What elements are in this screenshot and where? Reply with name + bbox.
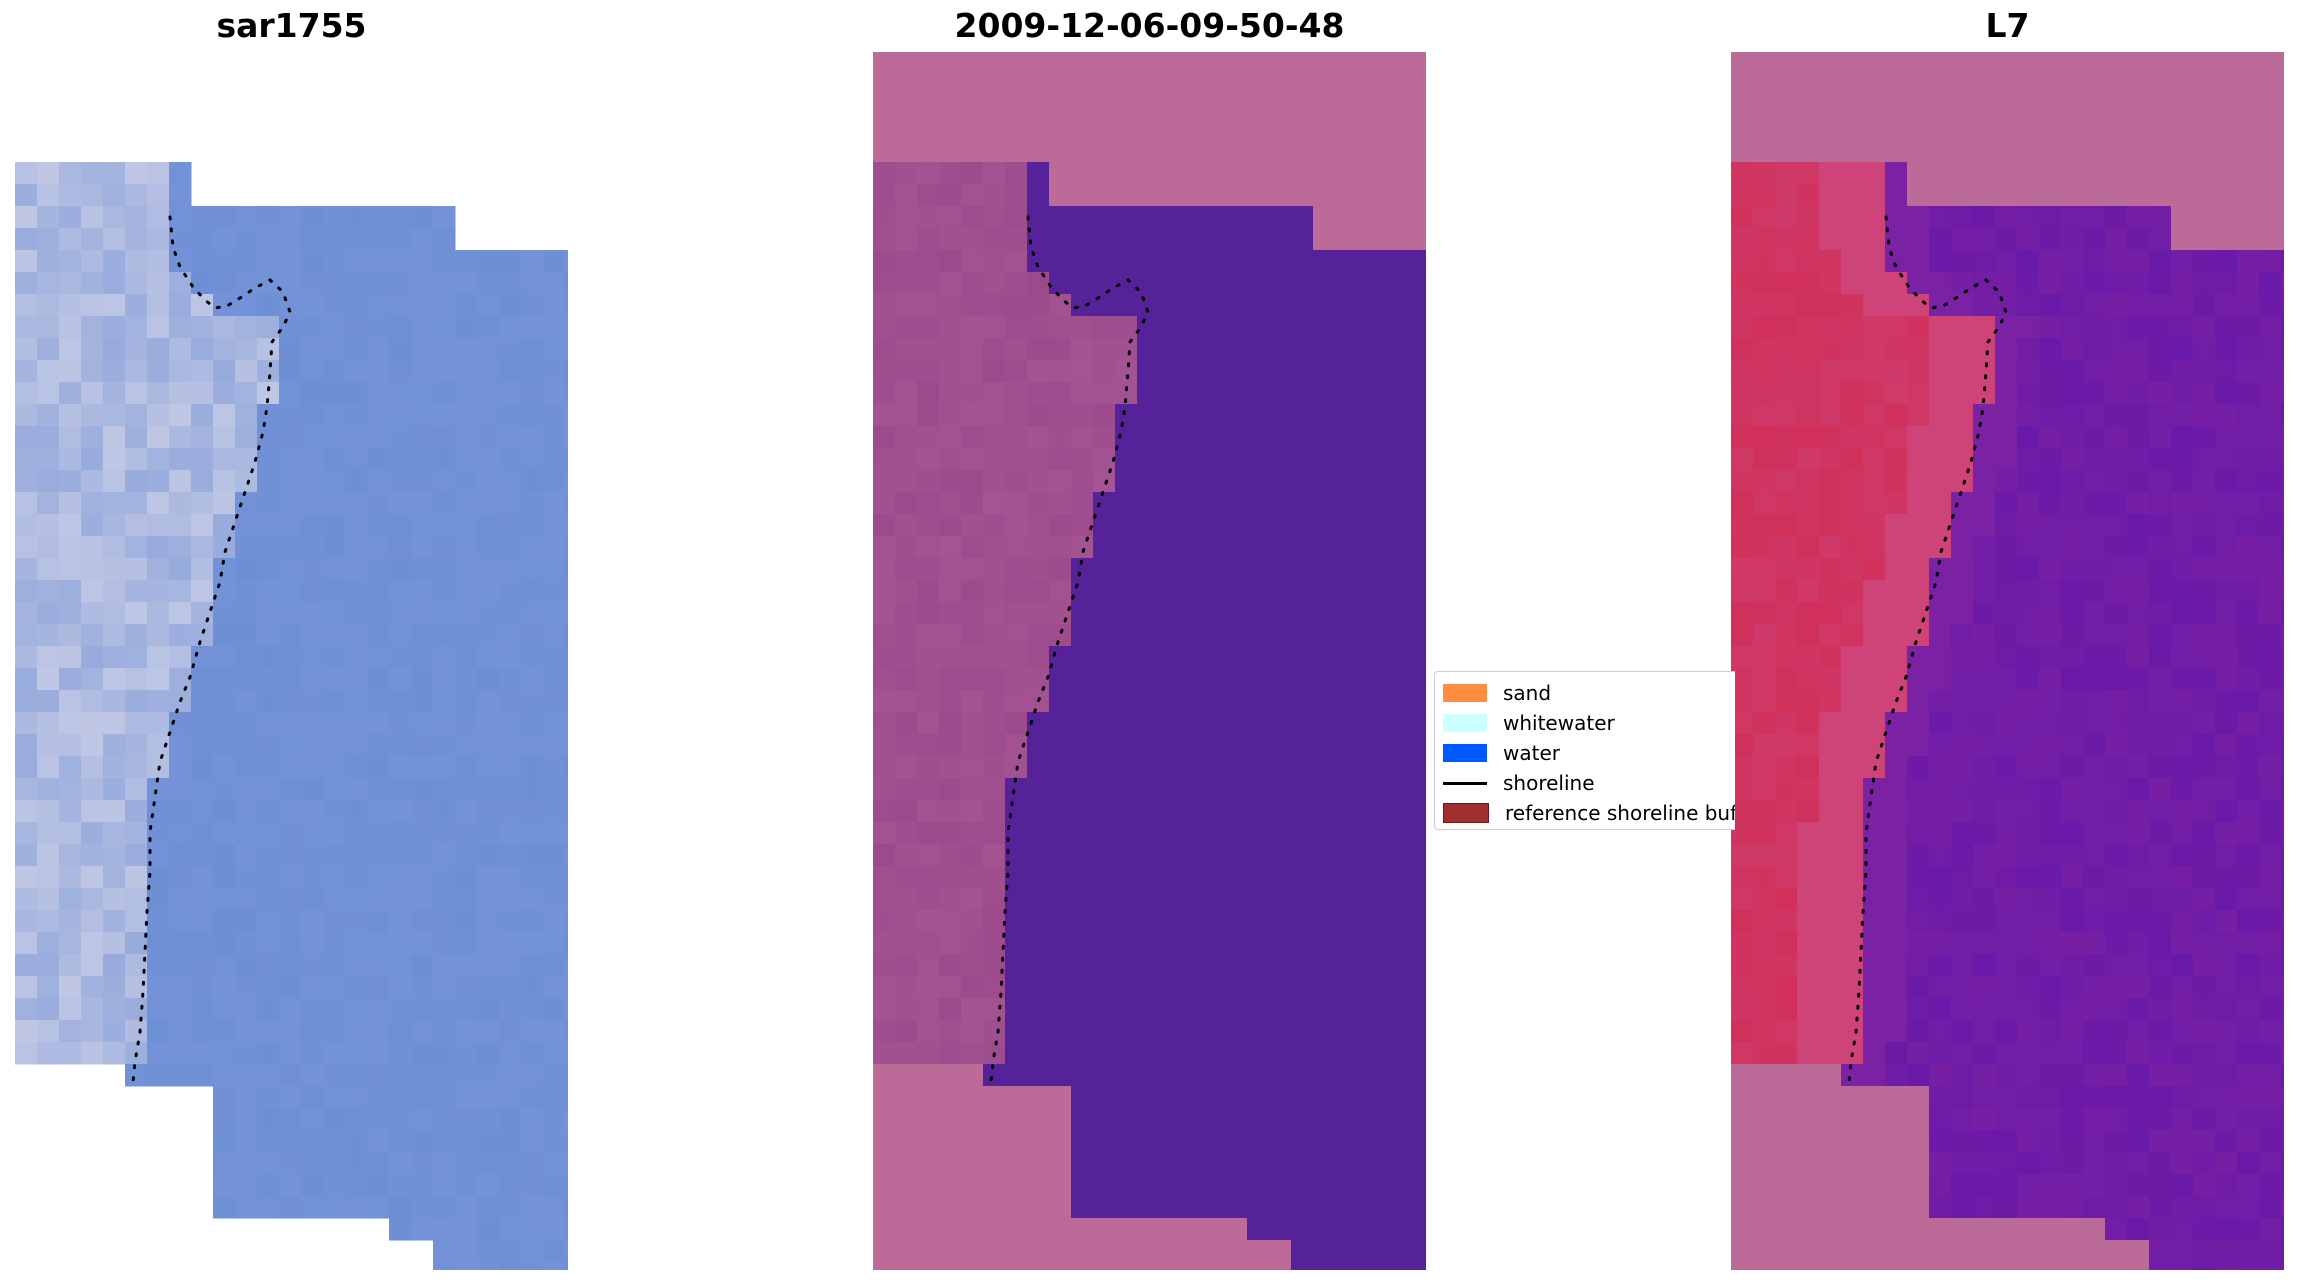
legend-item-whitewater: whitewater [1443, 710, 1615, 736]
shoreline-line-icon [1443, 781, 1487, 785]
legend-label-water: water [1503, 741, 1560, 765]
legend-item-reference-shoreline-buffer: reference shoreline buffer [1443, 800, 1735, 826]
panel-title-mndwi: L7 [1985, 6, 2030, 45]
rgb-image-panel [15, 162, 568, 1270]
shoreline-trace [131, 215, 292, 1084]
panel-title-rgb: sar1755 [216, 6, 367, 45]
legend-label-sand: sand [1503, 681, 1552, 705]
legend: sand whitewater water shoreline referenc… [1434, 671, 1735, 830]
reference-buffer-swatch [1443, 803, 1489, 823]
mndwi-image-panel [1731, 52, 2284, 1270]
legend-label-shoreline: shoreline [1503, 771, 1595, 795]
sand-swatch [1443, 684, 1487, 702]
shoreline-trace [1847, 215, 2008, 1084]
shoreline-trace [989, 215, 1150, 1084]
legend-label-whitewater: whitewater [1503, 711, 1615, 735]
legend-item-shoreline: shoreline [1443, 770, 1595, 796]
legend-item-sand: sand [1443, 680, 1551, 706]
water-swatch [1443, 744, 1487, 762]
panel-title-classified: 2009-12-06-09-50-48 [954, 6, 1345, 45]
legend-item-water: water [1443, 740, 1560, 766]
legend-label-reference-shoreline-buffer: reference shoreline buffer [1505, 801, 1735, 825]
classified-image-panel [873, 52, 1426, 1270]
whitewater-swatch [1443, 714, 1487, 732]
